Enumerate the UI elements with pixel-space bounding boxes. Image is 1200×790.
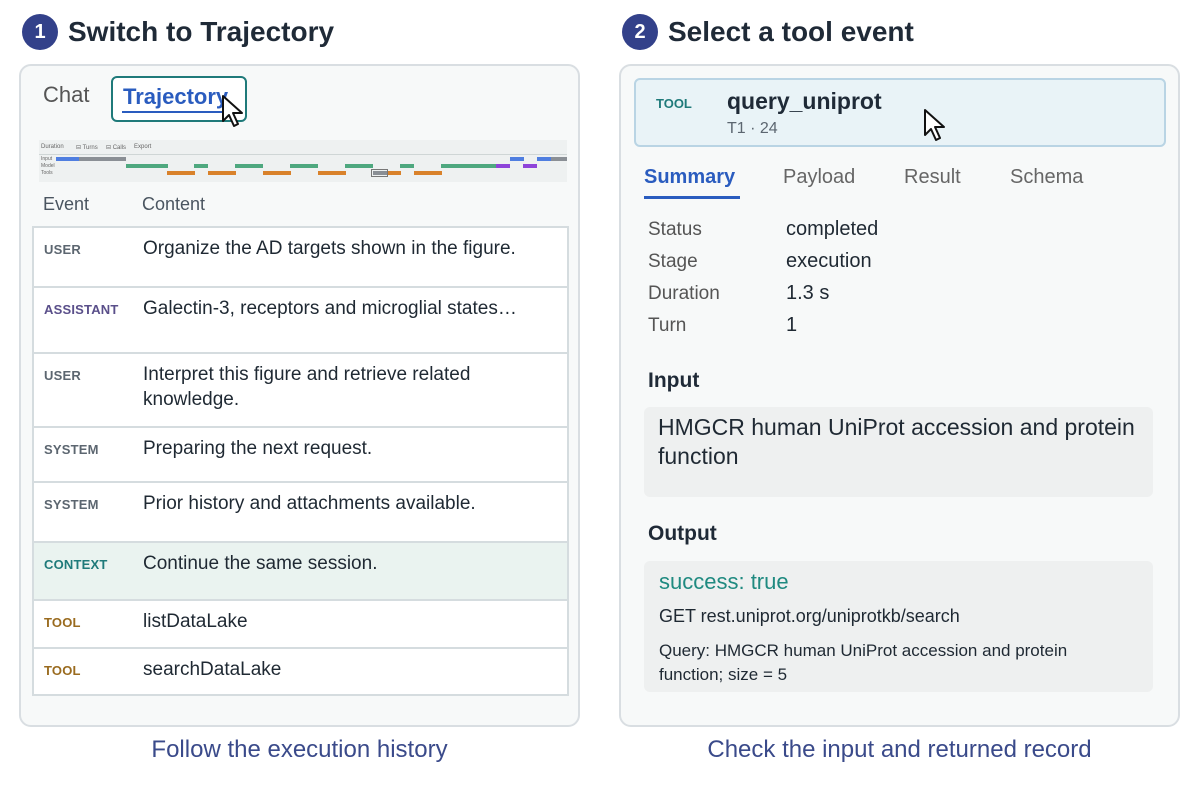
tab-chat[interactable]: Chat	[43, 82, 90, 107]
table-row[interactable]: TOOL listDataLake	[34, 601, 567, 649]
event-content: Interpret this figure and retrieve relat…	[143, 364, 471, 410]
minimap-selection	[371, 169, 388, 177]
table-row[interactable]: TOOL searchDataLake	[34, 649, 567, 697]
minimap-row-label: Model	[41, 163, 55, 169]
timeline-minimap[interactable]: Duration ⊟ Turns ⊟ Calls Export Input Mo…	[39, 140, 567, 182]
minimap-header: Duration	[41, 144, 64, 150]
event-role: SYSTEM	[44, 442, 99, 457]
input-heading: Input	[648, 369, 700, 392]
minimap-header: Export	[134, 144, 152, 150]
minimap-bar	[290, 164, 318, 168]
tab-payload[interactable]: Payload	[783, 166, 856, 188]
summary-value: completed	[786, 218, 879, 240]
step-2-caption: Check the input and returned record	[707, 736, 1092, 763]
active-tab-underline	[122, 111, 236, 113]
table-row[interactable]: ASSISTANT Galectin-3, receptors and micr…	[34, 288, 567, 354]
step-number-badge: 2	[622, 14, 658, 50]
minimap-bar	[235, 164, 263, 168]
mouse-cursor-icon	[222, 95, 243, 127]
step-1-header: 1 Switch to Trajectory	[22, 12, 334, 52]
step-title: Select a tool event	[668, 16, 914, 47]
minimap-bar	[441, 164, 496, 168]
minimap-bar	[208, 171, 236, 175]
tab-result[interactable]: Result	[904, 166, 961, 188]
table-row[interactable]: USER Interpret this figure and retrieve …	[34, 354, 567, 428]
event-content: listDataLake	[143, 611, 248, 632]
minimap-row-label: Input	[41, 156, 53, 162]
column-header-event: Event	[43, 194, 90, 214]
tool-tag: TOOL	[656, 96, 692, 111]
output-request: GET rest.uniprot.org/uniprotkb/search	[659, 606, 960, 626]
minimap-bar	[345, 164, 373, 168]
event-role: SYSTEM	[44, 497, 99, 512]
input-box: HMGCR human UniProt accession and protei…	[644, 407, 1153, 497]
input-text: HMGCR human UniProt accession and protei…	[658, 414, 1135, 469]
trajectory-panel: Chat Trajectory Duration ⊟ Turns ⊟ Calls…	[19, 64, 580, 727]
event-content: Prior history and attachments available.	[143, 493, 476, 514]
summary-value: 1.3 s	[786, 282, 830, 304]
minimap-bar	[126, 164, 168, 168]
minimap-bar-selected	[373, 171, 387, 175]
summary-value: execution	[786, 250, 872, 272]
event-content: Preparing the next request.	[143, 438, 373, 459]
minimap-row-label: Tools	[41, 170, 53, 176]
minimap-bar	[318, 171, 346, 175]
minimap-bar	[167, 171, 195, 175]
active-tab-underline	[644, 196, 740, 199]
summary-key: Stage	[648, 251, 698, 272]
output-status: success: true	[659, 569, 789, 594]
table-row[interactable]: USER Organize the AD targets shown in th…	[34, 228, 567, 288]
minimap-divider	[39, 154, 567, 155]
table-row[interactable]: SYSTEM Preparing the next request.	[34, 428, 567, 483]
event-content: Galectin-3, receptors and microglial sta…	[143, 298, 517, 319]
step-title: Switch to Trajectory	[68, 16, 335, 47]
tab-trajectory-label: Trajectory	[123, 84, 229, 109]
event-role: USER	[44, 242, 81, 257]
minimap-bar	[496, 164, 510, 168]
minimap-header: ⊟ Turns	[76, 145, 98, 151]
summary-key: Duration	[648, 283, 720, 304]
output-box: success: true GET rest.uniprot.org/unipr…	[644, 561, 1153, 692]
minimap-bar	[400, 164, 414, 168]
step-number-badge: 1	[22, 14, 58, 50]
events-table: USER Organize the AD targets shown in th…	[32, 226, 569, 696]
summary-key: Status	[648, 219, 702, 240]
step-2-header: 2 Select a tool event	[622, 12, 914, 52]
output-heading: Output	[648, 522, 717, 545]
minimap-bar	[510, 157, 524, 161]
selected-tool-card[interactable]: TOOL query_uniprot T1 · 24	[634, 78, 1166, 147]
table-row[interactable]: CONTEXT Continue the same session.	[34, 543, 567, 601]
event-role: CONTEXT	[44, 557, 108, 572]
summary-value: 1	[786, 314, 798, 336]
minimap-bar	[414, 171, 442, 175]
minimap-header: ⊟ Calls	[106, 145, 127, 151]
step-1-caption: Follow the execution history	[151, 736, 448, 763]
tab-summary[interactable]: Summary	[644, 166, 736, 188]
summary-key: Turn	[648, 315, 687, 336]
tool-meta: T1 · 24	[727, 120, 778, 137]
tool-name: query_uniprot	[727, 88, 882, 114]
event-content: searchDataLake	[143, 659, 282, 680]
event-role: ASSISTANT	[44, 302, 119, 317]
minimap-bar	[263, 171, 291, 175]
minimap-bar	[551, 157, 567, 161]
column-header-content: Content	[142, 194, 206, 214]
minimap-bar	[387, 171, 401, 175]
event-role: USER	[44, 368, 81, 383]
output-query: Query: HMGCR human UniProt accession and…	[659, 641, 1068, 684]
event-role: TOOL	[44, 663, 81, 678]
event-content: Organize the AD targets shown in the fig…	[143, 238, 516, 259]
event-role: TOOL	[44, 615, 81, 630]
minimap-bar	[79, 157, 126, 161]
event-content: Continue the same session.	[143, 553, 378, 574]
mouse-cursor-icon	[924, 109, 945, 141]
tool-detail-panel: TOOL query_uniprot T1 · 24 Summary Paylo…	[619, 64, 1180, 727]
minimap-bar	[523, 164, 537, 168]
table-row[interactable]: SYSTEM Prior history and attachments ava…	[34, 483, 567, 543]
minimap-bar	[194, 164, 208, 168]
tab-schema[interactable]: Schema	[1010, 166, 1084, 188]
